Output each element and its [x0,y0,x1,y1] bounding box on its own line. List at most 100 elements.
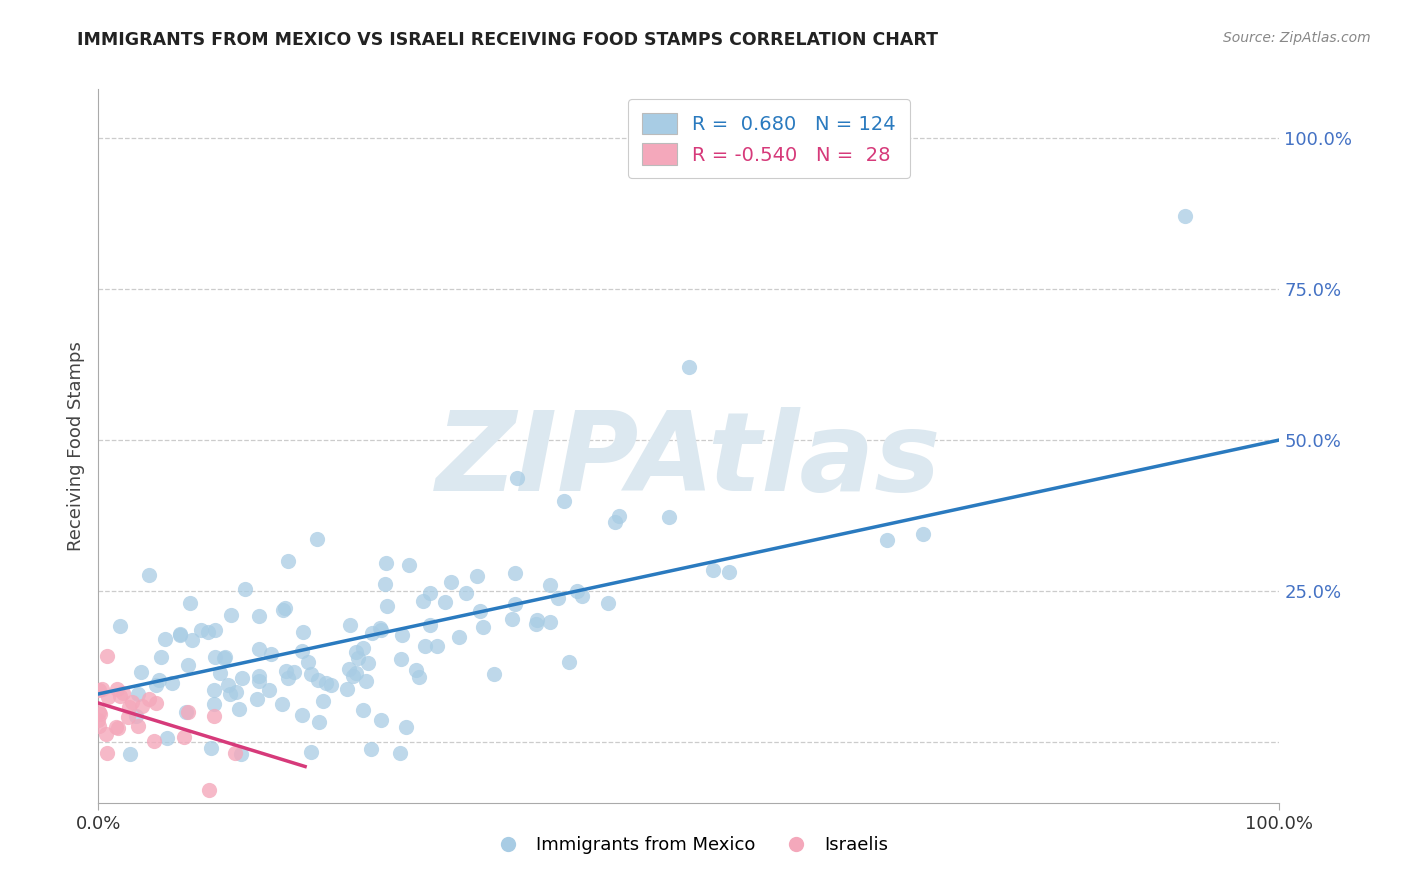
Point [257,683,280,698]
Point [557,655,579,669]
Point [305,533,328,547]
Point [339,617,361,632]
Point [319,678,342,692]
Point [247,641,270,656]
Point [247,608,270,623]
Point [370,623,392,637]
Point [89,706,111,721]
Point [658,509,681,524]
Point [197,624,219,639]
Point [87,682,110,697]
Point [118,700,141,714]
Point [246,692,269,706]
Point [204,624,226,638]
Point [127,687,149,701]
Text: ZIPAtlas: ZIPAtlas [436,407,942,514]
Point [347,651,370,665]
Text: Source: ZipAtlas.com: Source: ZipAtlas.com [1223,31,1371,45]
Point [107,721,129,735]
Point [214,650,236,665]
Point [96,727,118,741]
Point [87,718,110,732]
Point [208,666,231,681]
Point [374,556,396,570]
Point [553,493,575,508]
Point [391,628,413,642]
Point [271,698,294,712]
Point [598,596,620,610]
Point [176,705,198,719]
Point [260,648,283,662]
Point [361,626,384,640]
Point [277,553,299,567]
Point [181,632,204,647]
Point [465,569,488,583]
Point [315,675,337,690]
Point [202,697,225,711]
Point [291,624,314,639]
Point [447,630,470,644]
Point [526,613,548,627]
Point [426,639,449,653]
Point [231,671,253,685]
Point [389,747,412,761]
Point [375,599,398,613]
Point [482,667,505,681]
Point [108,689,131,703]
Point [538,615,561,630]
Point [299,666,322,681]
Point [204,682,226,697]
Point [354,674,377,689]
Y-axis label: Receiving Food Stamps: Receiving Food Stamps [66,341,84,551]
Point [291,644,314,658]
Point [312,694,335,708]
Point [395,720,418,734]
Point [231,747,253,762]
Point [405,663,427,677]
Point [190,623,212,637]
Point [153,632,176,647]
Point [160,675,183,690]
Point [121,695,143,709]
Point [219,607,242,622]
Point [297,655,319,669]
Point [605,516,627,530]
Point [228,702,250,716]
Point [702,563,724,577]
Point [368,621,391,635]
Point [468,604,491,618]
Point [413,639,436,653]
Point [547,591,569,606]
Point [501,612,523,626]
Point [607,509,630,524]
Point [389,651,412,665]
Point [200,741,222,756]
Point [125,709,148,723]
Point [202,709,225,723]
Point [291,708,314,723]
Point [169,628,191,642]
Point [374,577,396,591]
Point [506,471,529,485]
Point [145,696,167,710]
Point [138,691,160,706]
Point [503,566,526,581]
Point [169,627,191,641]
Point [344,666,367,681]
Point [112,686,135,700]
Point [204,649,226,664]
Point [247,673,270,688]
Point [308,714,330,729]
Point [142,733,165,747]
Point [277,671,299,685]
Point [120,747,142,762]
Point [90,681,112,696]
Point [217,678,239,692]
Point [440,574,463,589]
Point [434,595,457,609]
Point [412,593,434,607]
Point [357,656,380,670]
Point [352,640,374,655]
Point [173,730,195,744]
Point [97,690,120,705]
